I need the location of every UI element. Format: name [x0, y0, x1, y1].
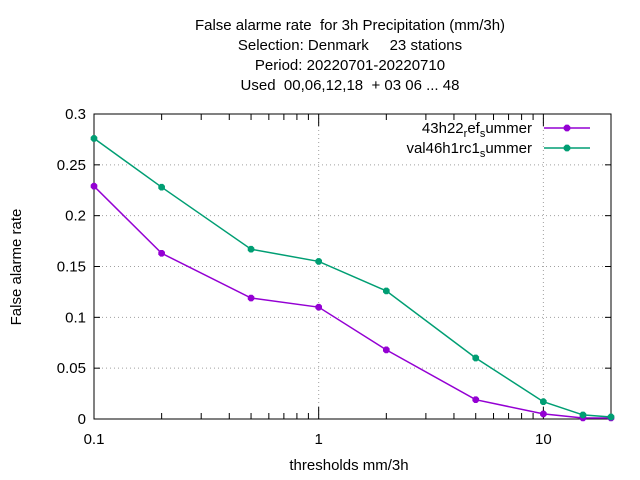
series-1 [90, 182, 615, 422]
data-point [315, 303, 323, 311]
data-point [90, 182, 98, 190]
data-point [540, 398, 547, 406]
title-line-4: Used 00,06,12,18 + 03 06 ... 48 [240, 77, 460, 94]
title-line-3: Period: 20220701-20220710 [254, 57, 446, 74]
plot-frame [93, 113, 612, 420]
legend-marker [563, 144, 571, 152]
data-point [247, 245, 255, 253]
grid [94, 114, 611, 419]
series-line [93, 137, 612, 418]
legend-entry-1: 43h22refsummer [422, 120, 590, 140]
series [90, 135, 615, 422]
x-tick-label: 1 [315, 431, 323, 448]
y-axis-label: False alarme rate [8, 209, 25, 326]
title-line-2: Selection: Denmark 23 stations [237, 37, 463, 54]
title-line-1: False alarme rate for 3h Precipitation (… [194, 17, 506, 34]
chart-title: False alarme rate for 3h Precipitation (… [60, 16, 640, 96]
legend-label: val46h1rc1summer [406, 140, 532, 160]
y-tick-label: 0 [78, 411, 86, 428]
data-point [540, 410, 547, 418]
data-point [158, 249, 165, 257]
data-point [247, 294, 255, 302]
x-tick-label: 10 [535, 431, 552, 448]
data-point [607, 413, 615, 421]
y-tick-label: 0.2 [65, 208, 86, 225]
x-tick-label: 0.1 [84, 431, 105, 448]
data-point [382, 287, 390, 295]
series-2 [90, 135, 615, 421]
data-point [472, 396, 480, 404]
y-tick-label: 0.25 [57, 157, 86, 174]
y-tick-label: 0.15 [57, 259, 86, 276]
tick-labels: 0 0.05 0.1 0.15 0.2 0.25 0.3 0.1 1 10 [57, 106, 552, 448]
data-point [315, 258, 323, 265]
data-point [90, 135, 98, 142]
y-tick-label: 0.05 [57, 360, 86, 377]
data-point [382, 346, 390, 354]
series-line [93, 185, 611, 419]
legend-label: 43h22refsummer [422, 120, 532, 140]
legend-marker [563, 124, 571, 132]
data-point [579, 411, 587, 419]
y-tick-label: 0.1 [65, 309, 86, 326]
data-point [158, 183, 165, 191]
data-point [472, 354, 480, 362]
y-tick-label: 0.3 [65, 106, 86, 123]
legend-entry-2: val46h1rc1summer [406, 140, 590, 160]
axes [93, 113, 612, 420]
x-axis-label: thresholds mm/3h [289, 457, 408, 474]
